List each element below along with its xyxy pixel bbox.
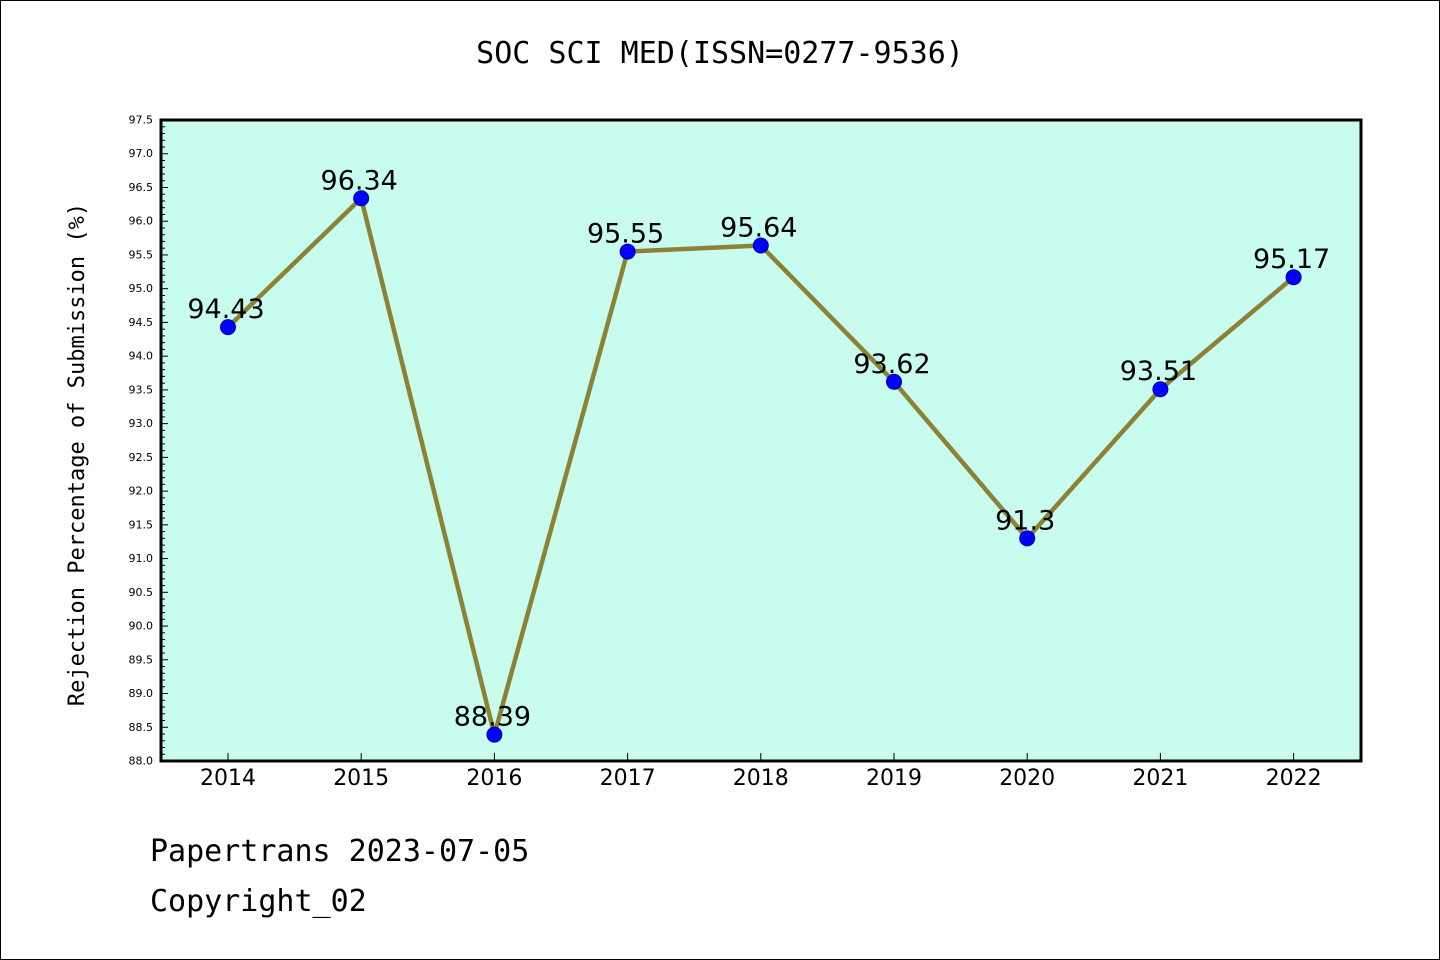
- data-point: [886, 373, 902, 390]
- y-tick-label: 94.0: [129, 350, 154, 363]
- chart-title: SOC SCI MED(ISSN=0277-9536): [476, 36, 964, 71]
- data-point: [1152, 381, 1169, 398]
- x-axis-ticks: 2014 2015 2016 2017 2018 2019 2020 2021 2022: [200, 753, 1322, 791]
- y-tick-label: 94.5: [129, 316, 154, 329]
- data-point: [220, 319, 236, 336]
- y-tick-label: 92.5: [129, 451, 154, 464]
- y-tick-label: 89.5: [129, 653, 154, 666]
- y-tick-label: 92.0: [129, 485, 154, 498]
- data-point: [353, 190, 370, 207]
- x-tick-label: 2017: [600, 766, 656, 791]
- y-tick-label: 95.5: [129, 248, 154, 261]
- plot-area: [159, 118, 1363, 763]
- y-axis-label: Rejection Percentage of Submission (%): [65, 203, 90, 706]
- x-tick-label: 2018: [733, 766, 789, 791]
- data-point: [1019, 530, 1036, 547]
- data-point: [752, 237, 769, 254]
- data-point: [486, 726, 503, 743]
- y-tick-label: 90.0: [129, 620, 154, 633]
- x-tick-label: 2019: [866, 766, 922, 791]
- y-tick-label: 90.5: [129, 586, 154, 599]
- x-tick-label: 2015: [333, 766, 389, 791]
- y-tick-label: 93.0: [129, 417, 154, 430]
- x-tick-label: 2020: [999, 766, 1055, 791]
- data-point: [619, 243, 636, 260]
- y-tick-label: 91.0: [129, 552, 154, 565]
- y-tick-label: 88.0: [129, 755, 154, 768]
- y-tick-label: 91.5: [129, 518, 154, 531]
- y-tick-label: 97.0: [129, 147, 154, 160]
- y-tick-label: 88.5: [129, 721, 154, 734]
- y-tick-label: 96.5: [129, 181, 154, 194]
- y-tick-label: 93.5: [129, 383, 154, 396]
- y-tick-label: 89.0: [129, 687, 154, 700]
- y-axis-ticks: 88.0 88.5 89.0 89.5 90.0 90.5 91.0 91.5 92.0 92.5…: [129, 114, 168, 768]
- x-tick-label: 2022: [1266, 766, 1322, 791]
- footer-copyright: Copyright_02: [150, 884, 367, 919]
- x-tick-label: 2016: [466, 766, 522, 791]
- x-tick-label: 2021: [1132, 766, 1188, 791]
- y-tick-label: 97.5: [129, 114, 154, 127]
- y-tick-label: 95.0: [129, 282, 154, 295]
- footer-date: Papertrans 2023-07-05: [150, 834, 530, 869]
- y-tick-label: 96.0: [129, 215, 154, 228]
- x-tick-label: 2014: [200, 766, 256, 791]
- data-point: [1285, 269, 1302, 286]
